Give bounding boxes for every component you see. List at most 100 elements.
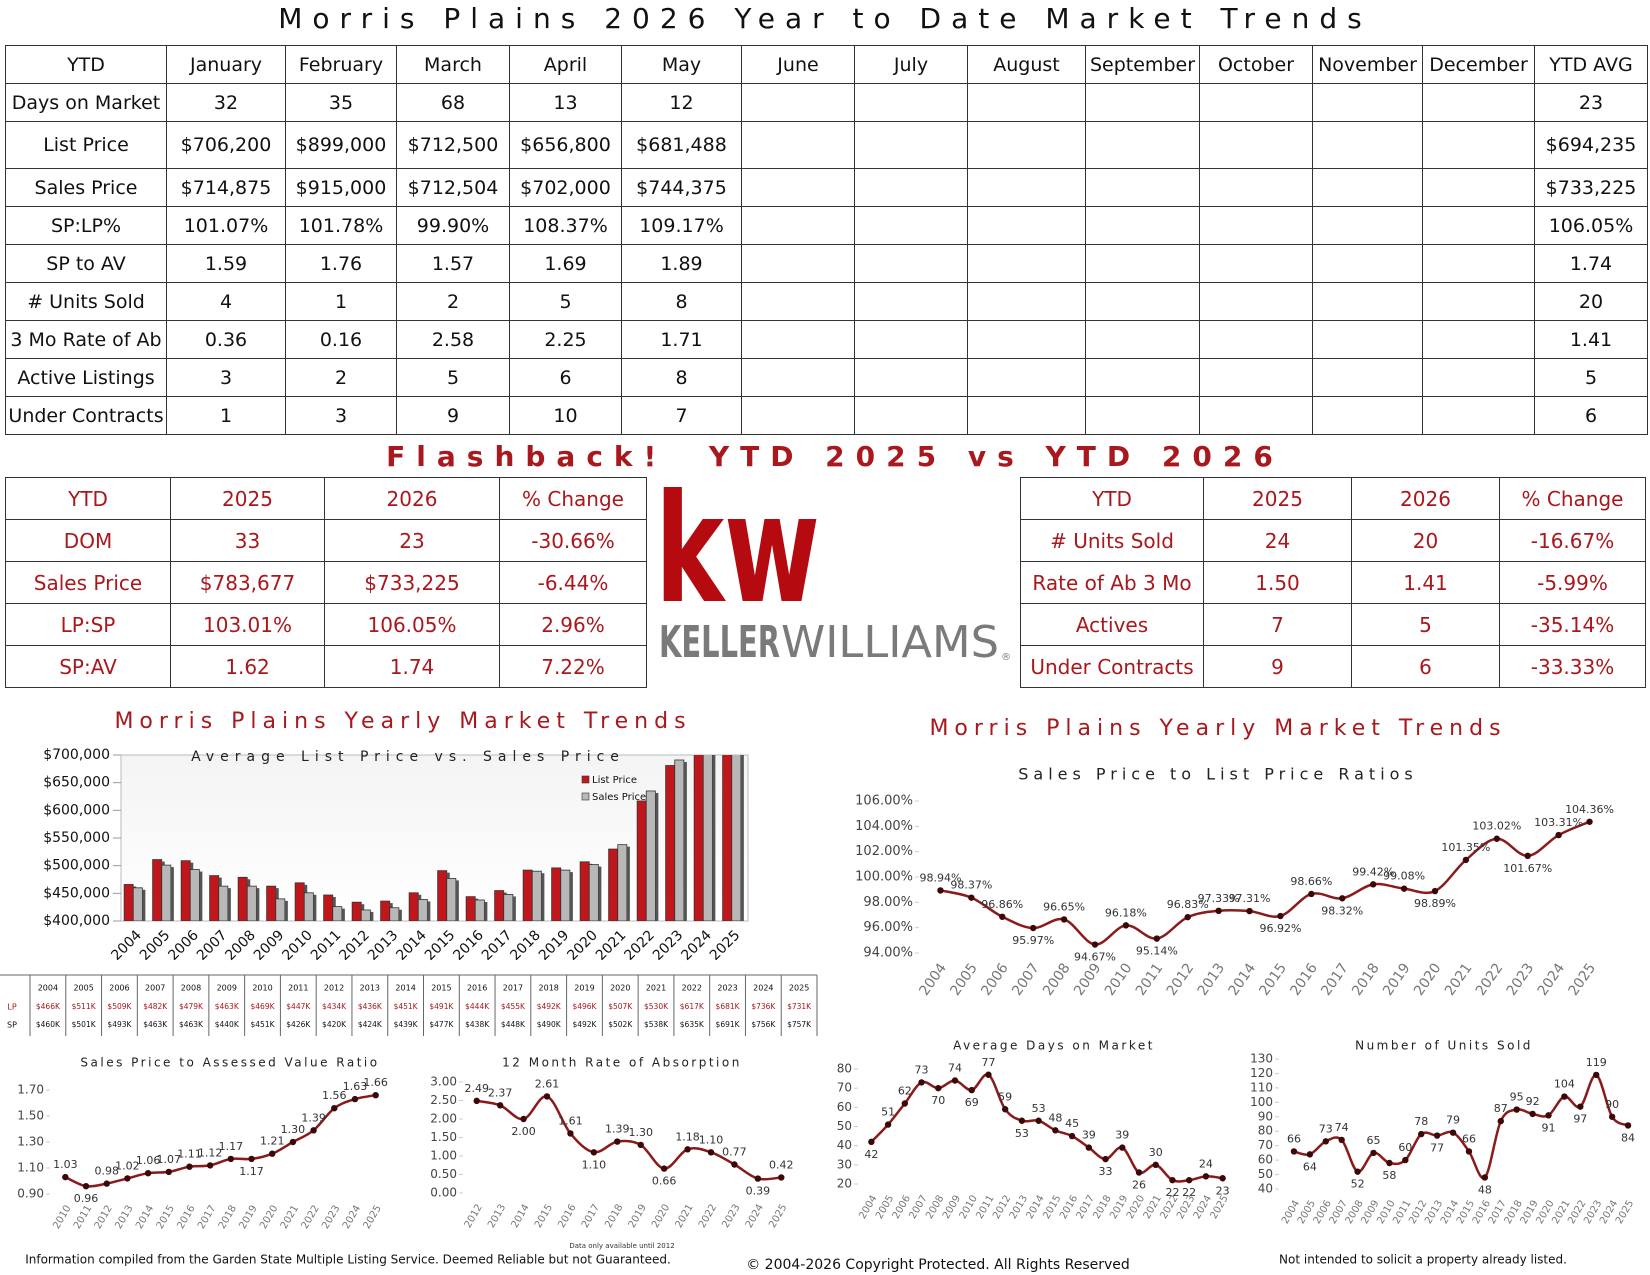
table-year: 2007	[145, 984, 165, 993]
bar-side	[598, 866, 602, 921]
y-tick-label: 90	[1258, 1109, 1273, 1123]
data-label: 1.39	[605, 1123, 630, 1136]
table-value: $530K	[644, 1002, 669, 1011]
data-label: 74	[1335, 1121, 1349, 1134]
data-label: 1.30	[628, 1126, 653, 1139]
empty-cell	[1199, 320, 1313, 359]
x-tick-label: 2025	[707, 927, 744, 964]
x-tick-label: 2018	[507, 927, 544, 964]
x-tick-label: 2018	[1349, 960, 1383, 998]
bar	[608, 848, 619, 921]
x-tick-label: 2004	[108, 927, 145, 964]
chart-note: Data only available until 2012	[569, 1242, 674, 1250]
x-tick-label: 2015	[422, 927, 459, 964]
cell: 1.76	[285, 244, 397, 283]
table-value: $490K	[537, 1020, 562, 1029]
marker	[1555, 831, 1562, 839]
table-value: $681K	[716, 1002, 741, 1011]
avg-cell: 106.05%	[1534, 206, 1648, 245]
y-tick-label: 1.00	[430, 1149, 457, 1163]
empty-cell	[967, 358, 1086, 397]
cell: 6	[1351, 645, 1500, 688]
cell: 24	[1203, 519, 1352, 562]
header-cell: April	[509, 45, 622, 84]
marker	[496, 1102, 504, 1109]
marker	[1370, 1149, 1377, 1157]
marker	[82, 1183, 90, 1190]
marker	[1545, 1112, 1552, 1119]
cell: 2	[396, 282, 510, 321]
bar	[189, 869, 200, 921]
table-value: $424K	[358, 1020, 383, 1029]
marker	[1481, 1174, 1489, 1181]
empty-cell	[967, 206, 1086, 245]
data-label: 1.10	[699, 1133, 724, 1146]
empty-cell	[741, 244, 855, 283]
y-tick-label: $600,000	[43, 802, 110, 818]
x-tick-label: 2024	[744, 1203, 766, 1231]
marker	[1513, 1106, 1520, 1113]
marker	[269, 1150, 276, 1157]
bar	[503, 894, 514, 921]
table-value: $466K	[36, 1002, 61, 1011]
empty-cell	[1312, 168, 1423, 207]
x-tick-label: 2023	[650, 927, 687, 964]
marker	[1577, 1103, 1584, 1110]
logo-initials: kw	[655, 463, 820, 637]
cell: 99.90%	[396, 206, 510, 245]
marker	[868, 1138, 875, 1146]
marker	[543, 1093, 551, 1100]
empty-cell	[854, 396, 968, 435]
cell: 109.17%	[621, 206, 742, 245]
data-label: 0.66	[652, 1175, 677, 1188]
empty-cell	[1085, 282, 1200, 321]
empty-cell	[741, 121, 855, 169]
table-value: $463K	[215, 1002, 240, 1011]
row-label: SP to AV	[5, 244, 167, 283]
x-tick-label: 2024	[1535, 960, 1569, 998]
table-value: $448K	[501, 1020, 526, 1029]
row-label: # Units Sold	[5, 282, 167, 321]
legend-swatch	[581, 792, 590, 801]
data-label: 95.14%	[1136, 945, 1178, 958]
empty-cell	[854, 206, 968, 245]
cell: -30.66%	[499, 519, 647, 562]
x-tick-label: 2025	[1566, 960, 1600, 998]
footer-center: © 2004-2026 Copyright Protected. All Rig…	[746, 1257, 1130, 1273]
cell: 9	[1203, 645, 1352, 688]
table-value: $477K	[429, 1020, 454, 1029]
cell: 103.01%	[170, 603, 325, 646]
marker	[227, 1155, 235, 1163]
flashback-right-table: YTD 2025 2026% Change # Units Sold 24 20 -16.6…	[1020, 477, 1646, 688]
table-value: $455K	[501, 1002, 526, 1011]
header-cell: YTD	[5, 477, 171, 520]
bar	[674, 759, 685, 921]
x-tick-label: 2011	[1133, 960, 1167, 998]
cell: 1	[285, 282, 397, 321]
marker	[1035, 1117, 1042, 1124]
cell: 1.74	[324, 645, 500, 688]
data-label: 91	[1542, 1121, 1556, 1134]
empty-cell	[1312, 320, 1423, 359]
x-tick-label: 2021	[593, 927, 630, 964]
data-row: SP:LP% 101.07% 101.78% 99.90% 108.37% 109.17%…	[5, 206, 1648, 245]
header-cell: 2025	[1203, 477, 1352, 520]
section-title: Morris Plains Yearly Market Trends	[114, 709, 691, 734]
empty-cell	[1085, 396, 1200, 435]
bar	[209, 875, 220, 921]
cell: 5	[509, 282, 622, 321]
empty-cell	[854, 244, 968, 283]
bar	[693, 755, 704, 921]
header-row: YTD 2025 2026% Change	[1020, 477, 1646, 520]
empty-cell	[1312, 358, 1423, 397]
empty-cell	[1199, 121, 1313, 169]
table-year: 2023	[717, 984, 737, 993]
data-label: 1.07	[157, 1153, 182, 1166]
data-label: 73	[915, 1063, 929, 1076]
data-label: 97.31%	[1229, 892, 1271, 905]
y-tick-label: 60	[837, 1100, 852, 1114]
table-year: 2006	[109, 984, 129, 993]
x-tick-label: 2020	[258, 1204, 280, 1232]
y-tick-label: 96.00%	[863, 920, 913, 935]
